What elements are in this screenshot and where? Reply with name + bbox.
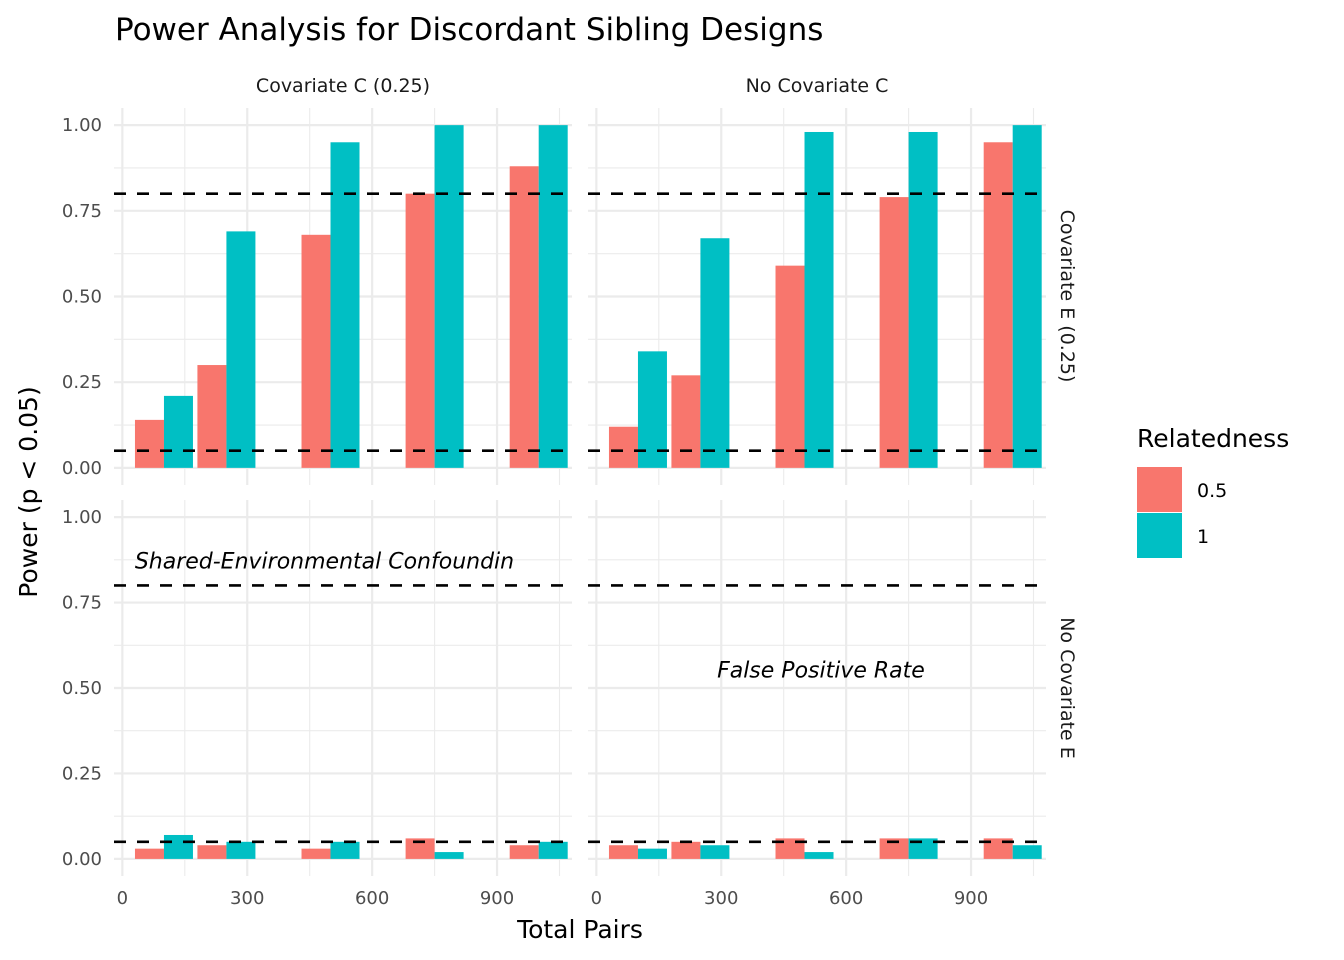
bar-1: [700, 238, 730, 468]
bar-0_5: [301, 234, 331, 468]
strip-row-0: Covariate E (0.25): [1056, 210, 1078, 383]
bar-0_5: [983, 142, 1013, 468]
bar-0_5: [879, 197, 909, 468]
bar-0_5: [671, 375, 701, 468]
bar-1: [434, 852, 464, 859]
legend-label-1: 1: [1197, 526, 1209, 548]
bar-1: [637, 848, 667, 859]
strip-col-0: Covariate C (0.25): [256, 75, 430, 97]
panel-1: [588, 108, 1046, 485]
y-tick-label: 0.50: [62, 678, 102, 699]
strip-row-1: No Covariate E: [1056, 617, 1078, 759]
bar-1: [538, 125, 568, 468]
y-tick-label: 0.00: [62, 849, 102, 870]
x-tick-label: 600: [829, 888, 863, 909]
bar-0_5: [608, 845, 638, 859]
bar-0_5: [775, 838, 805, 859]
bar-1: [1012, 845, 1042, 859]
x-tick-label: 600: [355, 888, 389, 909]
y-tick-label: 0.25: [62, 763, 102, 784]
y-tick-label: 1.00: [62, 115, 102, 136]
y-tick-label: 1.00: [62, 507, 102, 528]
panel-0: 0.00 0.25 0.50 0.75 1.00: [62, 108, 572, 485]
x-tick-label: 0: [591, 888, 602, 909]
bar-0_5: [509, 845, 539, 859]
legend-label-0: 0.5: [1197, 480, 1227, 502]
x-tick-label: 300: [230, 888, 264, 909]
bar-1: [163, 834, 193, 859]
bar-0_5: [197, 365, 227, 468]
legend: Relatedness 0.5 1: [1137, 424, 1289, 558]
legend-swatch-1: [1137, 513, 1182, 558]
bar-1: [804, 131, 834, 468]
panel-annotation: False Positive Rate: [717, 659, 925, 684]
bar-1: [1012, 125, 1042, 468]
bar-1: [637, 351, 667, 468]
bar-0_5: [775, 265, 805, 468]
y-axis-title: Power (p < 0.05): [14, 386, 43, 597]
x-tick-label: 300: [704, 888, 738, 909]
panel-3: False Positive Rate 0 300 600 900: [588, 500, 1046, 909]
y-tick-label: 0.25: [62, 372, 102, 393]
bar-0_5: [405, 838, 435, 859]
bar-0_5: [301, 848, 331, 859]
bar-0_5: [134, 419, 164, 468]
bar-1: [804, 852, 834, 859]
bar-1: [700, 845, 730, 859]
x-tick-label: 0: [117, 888, 128, 909]
bar-1: [538, 841, 568, 859]
legend-title: Relatedness: [1137, 424, 1289, 453]
y-tick-label: 0.50: [62, 287, 102, 308]
x-tick-label: 900: [954, 888, 988, 909]
bar-0_5: [509, 166, 539, 468]
bar-0_5: [671, 841, 701, 859]
bar-0_5: [983, 838, 1013, 859]
bar-1: [330, 142, 360, 468]
x-axis-title: Total Pairs: [516, 915, 643, 944]
bar-0_5: [197, 845, 227, 859]
x-tick-label: 900: [480, 888, 514, 909]
panel-annotation: Shared-Environmental Confoundin: [135, 549, 514, 574]
bar-1: [908, 131, 938, 468]
bar-0_5: [608, 426, 638, 468]
legend-swatch-0: [1137, 467, 1182, 512]
y-tick-label: 0.75: [62, 593, 102, 614]
y-tick-label: 0.00: [62, 458, 102, 479]
panel-2: Shared-Environmental Confoundin 0 300 600 90…: [62, 500, 572, 909]
bar-1: [226, 841, 256, 859]
chart-title: Power Analysis for Discordant Sibling De…: [115, 12, 823, 48]
bar-0_5: [405, 193, 435, 468]
bar-1: [908, 838, 938, 859]
bar-0_5: [134, 848, 164, 859]
bar-1: [434, 125, 464, 468]
bar-0_5: [879, 838, 909, 859]
strip-col-1: No Covariate C: [746, 75, 889, 97]
bar-1: [163, 395, 193, 468]
panels: 0.000.250.500.751.00Shared-Environmental…: [62, 108, 1046, 909]
bar-1: [226, 231, 256, 468]
y-tick-label: 0.75: [62, 201, 102, 222]
bar-1: [330, 841, 360, 859]
